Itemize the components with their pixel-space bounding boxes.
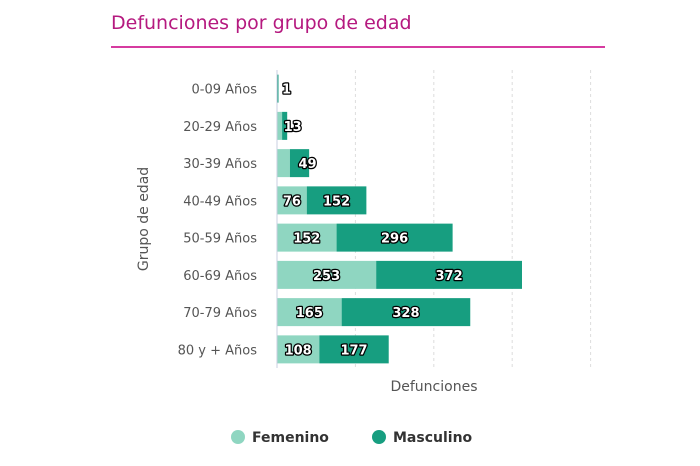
category-label: 80 y + Años <box>178 343 258 358</box>
bar-masculino <box>277 74 279 103</box>
y-axis-title: Grupo de edad <box>136 167 152 271</box>
bar-femenino <box>277 149 290 178</box>
category-label: 40-49 Años <box>183 194 257 209</box>
x-axis-title: Defunciones <box>390 379 477 395</box>
category-label: 70-79 Años <box>183 306 257 321</box>
category-label: 50-59 Años <box>183 232 257 247</box>
data-label: 165 <box>296 306 323 321</box>
data-label: 177 <box>340 343 367 358</box>
bar-femenino <box>277 223 337 252</box>
legend-item-femenino: Femenino <box>252 430 329 446</box>
legend-marker-masculino <box>372 430 386 444</box>
category-label: 30-39 Años <box>183 157 257 172</box>
data-label: 13 <box>284 120 302 135</box>
data-label: 1 <box>282 83 291 98</box>
data-label: 296 <box>381 232 408 247</box>
data-label: 152 <box>323 194 350 209</box>
bar-masculino <box>282 111 288 140</box>
data-label: 76 <box>283 194 301 209</box>
bar-femenino <box>277 260 377 289</box>
bar-masculino <box>306 186 367 215</box>
title-underline <box>111 46 605 48</box>
bar-masculino <box>319 335 389 364</box>
bar-masculino <box>376 260 522 289</box>
data-label: 328 <box>392 306 419 321</box>
data-label: 152 <box>293 232 320 247</box>
data-label: 253 <box>313 269 340 284</box>
bar-femenino <box>277 111 283 140</box>
chart-title: Defunciones por grupo de edad <box>111 12 412 34</box>
category-label: 20-29 Años <box>183 120 257 135</box>
bar-masculino <box>341 298 471 327</box>
legend-item-masculino: Masculino <box>393 430 473 446</box>
data-label: 108 <box>285 343 312 358</box>
bar-femenino <box>277 186 307 215</box>
category-label: 0-09 Años <box>192 83 258 98</box>
bar-masculino <box>336 223 453 252</box>
legend-marker-femenino <box>231 430 245 444</box>
bar-masculino <box>289 149 310 178</box>
category-label: 60-69 Años <box>183 269 257 284</box>
bar-femenino <box>277 298 342 327</box>
bar-femenino <box>277 335 320 364</box>
data-label: 372 <box>436 269 463 284</box>
data-label: 49 <box>298 157 316 172</box>
